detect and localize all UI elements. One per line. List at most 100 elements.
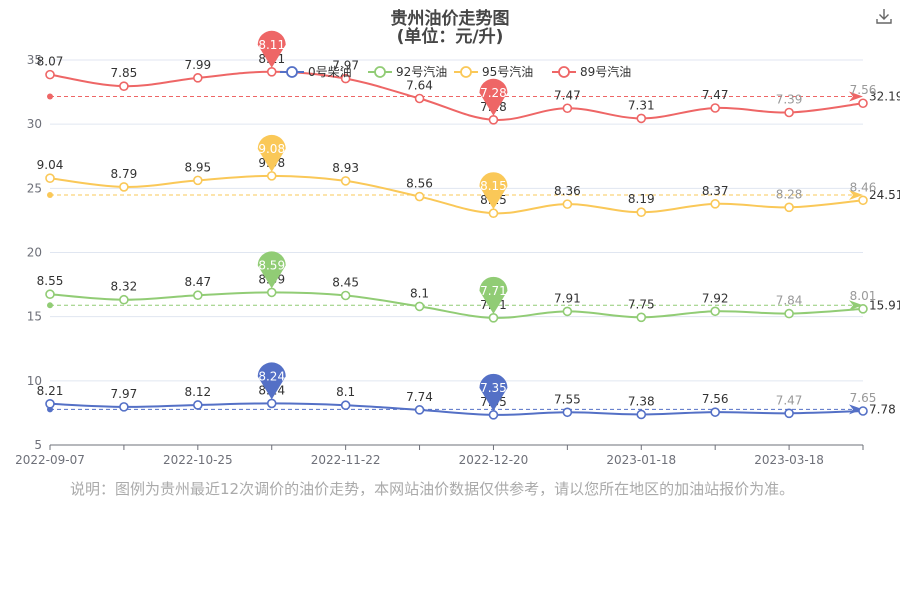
data-point (266, 67, 277, 77)
legend[interactable]: 0号柴油 92号汽油 95号汽油 89号汽油 (280, 64, 631, 79)
min-pin: 8.15 (479, 172, 508, 210)
data-label: 7.74 (406, 390, 433, 404)
average-label: 15.91 (869, 298, 900, 312)
data-label: 7.92 (702, 291, 729, 305)
data-point (784, 408, 794, 419)
data-label: 7.64 (406, 79, 433, 93)
min-pin: 7.28 (479, 78, 508, 116)
data-label: 7.97 (111, 387, 138, 401)
data-label: 7.47 (554, 88, 581, 102)
data-point (193, 290, 203, 301)
data-point (414, 301, 425, 312)
legend-item-2[interactable]: 95号汽油 (454, 64, 533, 79)
data-point (266, 287, 277, 298)
gridlines (50, 59, 863, 382)
average-line-arrow (849, 189, 863, 200)
series-3: 32.19 8.07 7.85 7.99 8.11 7.97 7.64 7.28 7.47 7.3… (37, 30, 900, 125)
data-label: 7.55 (554, 392, 581, 406)
min-pin-label: 7.28 (480, 86, 507, 100)
data-point (636, 207, 647, 218)
data-point (266, 171, 277, 181)
data-point (119, 294, 129, 305)
legend-label: 0号柴油 (308, 65, 352, 79)
series-line (49, 174, 864, 215)
data-label: 8.19 (628, 192, 655, 206)
data-point (193, 400, 203, 410)
y-tick-label: 30 (27, 117, 42, 131)
y-tick-label: 35 (27, 53, 42, 67)
data-label: 8.56 (406, 177, 433, 191)
max-pin: 9.08 (257, 134, 286, 172)
data-point (193, 175, 203, 186)
data-point (119, 81, 129, 91)
data-label: 7.31 (628, 98, 655, 112)
data-point (414, 405, 425, 415)
average-line-start (47, 191, 53, 198)
y-tick-label: 20 (27, 246, 42, 260)
axes: 5 10 15 20 25 30 35 2022-09-07 2022-10-25 2022-11… (15, 53, 864, 467)
x-tick-label: 2022-11-22 (311, 453, 381, 467)
legend-label: 92号汽油 (396, 64, 447, 79)
max-pin: 8.59 (257, 251, 286, 289)
x-tick-label: 2022-10-25 (163, 453, 233, 467)
series-1: 15.91 8.55 8.32 8.47 8.59 8.45 8.1 7.71 7.91 7.75… (37, 251, 900, 323)
data-label: 7.97 (332, 59, 359, 73)
data-point (45, 289, 55, 300)
data-point (488, 115, 499, 125)
data-point (636, 409, 647, 420)
max-pin-label: 8.11 (258, 38, 285, 52)
legend-item-3[interactable]: 89号汽油 (552, 64, 631, 79)
data-point (45, 69, 55, 80)
chart-title: 贵州油价走势图 (390, 9, 510, 29)
min-pin-shape (479, 276, 508, 314)
data-label: 7.56 (702, 392, 729, 406)
data-point (636, 312, 647, 323)
max-pin-shape (257, 251, 286, 289)
data-point (562, 103, 573, 114)
legend-item-0[interactable]: 0号柴油 (280, 65, 352, 79)
data-label: 8.36 (554, 184, 581, 198)
x-tick-label: 2022-09-07 (15, 453, 85, 467)
data-point (340, 400, 351, 411)
data-label: 7.84 (776, 294, 803, 308)
data-label: 8.12 (184, 385, 211, 399)
average-label: 24.51 (869, 188, 900, 202)
data-label: 8.1 (336, 385, 355, 399)
data-point (858, 304, 868, 314)
data-label: 8.07 (37, 55, 64, 69)
y-tick-label: 25 (27, 181, 42, 195)
data-label: 8.93 (332, 161, 359, 175)
data-point (193, 73, 203, 83)
data-point (784, 107, 794, 118)
legend-marker (558, 66, 570, 78)
data-point (710, 103, 720, 113)
data-point (119, 402, 129, 412)
data-label: 7.99 (184, 58, 211, 72)
data-point (414, 191, 425, 202)
data-point (119, 182, 129, 192)
data-point (710, 306, 720, 317)
legend-label: 89号汽油 (580, 64, 631, 79)
data-point (784, 202, 794, 213)
data-point (562, 306, 573, 317)
data-label: 8.55 (37, 274, 64, 288)
download-icon[interactable] (874, 6, 894, 26)
series-0: 7.78 8.21 7.97 8.12 8.24 8.1 7.74 7.35 7.55 7.38 7… (37, 362, 896, 420)
y-tick-label: 5 (34, 438, 42, 452)
average-label: 7.78 (869, 402, 896, 416)
data-label: 8.32 (111, 280, 138, 294)
data-label: 7.75 (628, 297, 655, 311)
series-line (49, 70, 864, 121)
data-point (858, 98, 868, 109)
data-label: 7.47 (776, 393, 803, 407)
data-point (488, 313, 499, 323)
max-pin-label: 8.24 (258, 369, 285, 383)
min-pin: 7.71 (479, 276, 508, 314)
data-label: 7.38 (628, 394, 655, 408)
data-label: 7.56 (850, 83, 877, 97)
legend-item-1[interactable]: 92号汽油 (368, 64, 447, 79)
min-pin-shape (479, 172, 508, 210)
data-label: 8.47 (184, 275, 211, 289)
data-point (488, 208, 499, 219)
data-point (858, 406, 868, 416)
